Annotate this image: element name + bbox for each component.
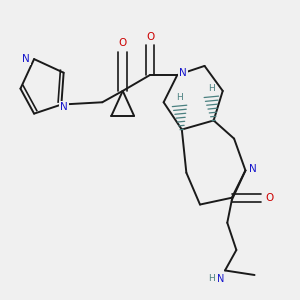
Text: O: O <box>118 38 127 48</box>
Text: O: O <box>146 32 154 42</box>
Text: H: H <box>208 274 215 283</box>
Text: O: O <box>266 193 274 203</box>
Text: N: N <box>249 164 257 174</box>
Text: H: H <box>208 84 215 93</box>
Text: N: N <box>22 54 30 64</box>
Text: H: H <box>176 93 183 102</box>
Text: N: N <box>60 102 68 112</box>
Text: N: N <box>217 274 224 284</box>
Text: N: N <box>179 68 187 78</box>
